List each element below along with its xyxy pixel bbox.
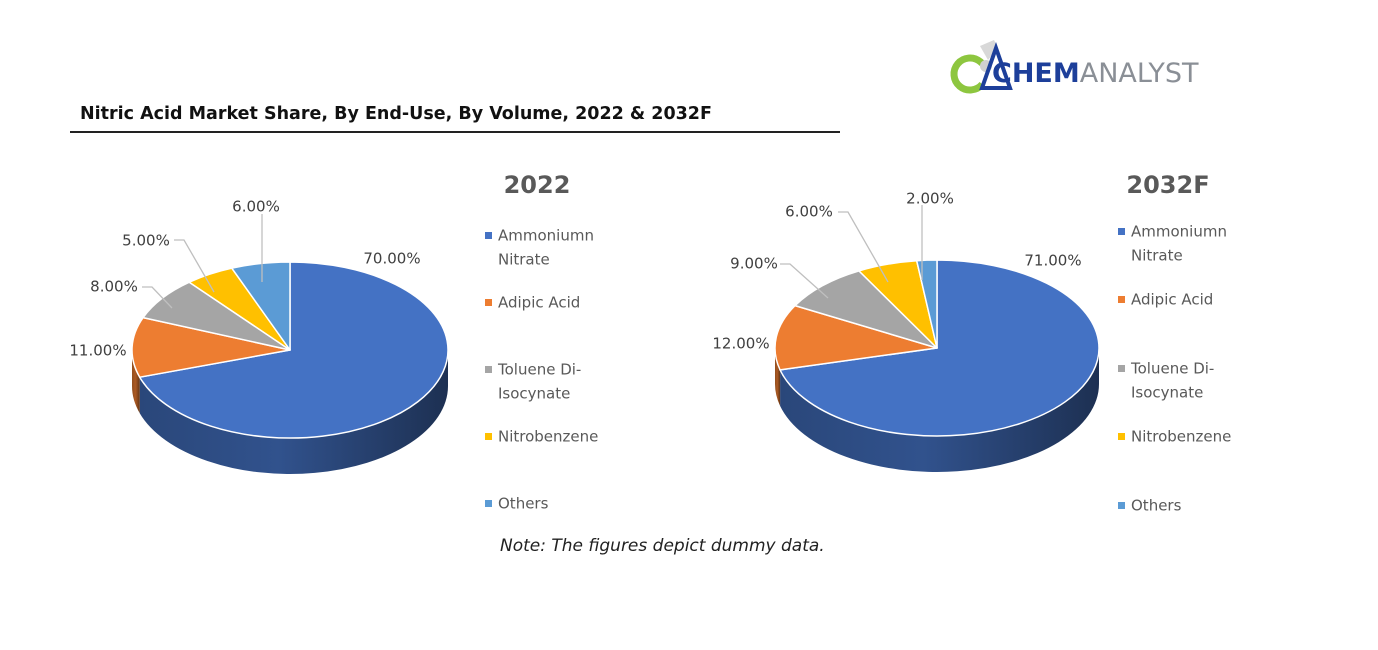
chart-title-2032F: 2032F [1126,171,1209,199]
logo-wordmark: CHEMANALYST [992,58,1198,89]
leader-line-2032F-3 [838,211,889,283]
page-title: Nitric Acid Market Share, By End-Use, By… [80,104,712,124]
data-label-2022-3: 5.00% [122,232,170,250]
data-label-2022-1: 11.00% [69,342,126,360]
legend-swatch-2022-3 [485,433,492,440]
pie-slice-2032F-0 [779,259,1100,437]
legend-label-2022-3: Nitrobenzene [498,428,598,446]
pie-slice-2032F-2 [794,270,938,349]
chemanalyst-logo [950,40,1013,94]
pie-slice-2022-4 [231,261,291,351]
data-label-2032F-4: 2.00% [906,190,954,208]
data-label-2022-2: 8.00% [90,278,138,296]
legend-label-2022-0: Ammoniumn [498,227,594,245]
legend-swatch-2022-2 [485,366,492,373]
pie-chart-2022: 2022 70.00% 11.00% 8.00% 5.00% 6.00% Ammoniumn… [69,171,598,513]
logo-text-analyst: ANALYST [1079,58,1199,89]
leader-line-2022-3 [174,239,215,293]
legend-swatch-2032F-0 [1118,228,1125,235]
data-label-2022-4: 6.00% [232,198,280,216]
legend-swatch-2032F-3 [1118,433,1125,440]
data-label-2032F-3: 6.00% [785,203,833,221]
legend-swatch-2032F-1 [1118,296,1125,303]
legend-label-2032F-3: Nitrobenzene [1131,428,1231,446]
data-label-2022-0: 70.00% [363,250,420,268]
logo-text-chem: CHEM [992,58,1080,89]
chart-title-2022: 2022 [504,171,571,199]
pie-side-2022-0 [139,350,448,475]
legend-label-2022-0: Nitrate [498,251,550,269]
legend-swatch-2022-0 [485,232,492,239]
legend-label-2032F-0: Nitrate [1131,247,1183,265]
legend-label-2022-4: Others [498,495,549,513]
pie-slice-2022-0 [138,261,449,439]
legend-swatch-2032F-2 [1118,365,1125,372]
legend-label-2032F-2: Toluene Di- [1130,360,1214,378]
legend-swatch-2022-1 [485,299,492,306]
pie-slice-2032F-1 [774,304,938,371]
leader-line-2022-2 [142,286,173,309]
data-label-2032F-2: 9.00% [730,255,778,273]
legend-label-2032F-0: Ammoniumn [1131,223,1227,241]
footnote: Note: The figures depict dummy data. [500,536,825,556]
legend-label-2022-2: Isocynate [498,385,570,403]
pie-slice-2032F-4 [915,259,938,349]
legend-swatch-2032F-4 [1118,502,1125,509]
legend-label-2022-2: Toluene Di- [497,361,581,379]
data-label-2032F-1: 12.00% [712,335,769,353]
legend-label-2032F-4: Others [1131,497,1182,515]
legend-label-2032F-2: Isocynate [1131,384,1203,402]
pie-chart-2032F: 2032F 71.00% 12.00% 9.00% 6.00% 2.00% Ammonium… [712,171,1231,515]
legend-swatch-2022-4 [485,500,492,507]
leader-line-2032F-2 [780,263,829,299]
pie-side-2032F-0 [780,348,1099,472]
legend-label-2022-1: Adipic Acid [498,294,580,312]
data-label-2032F-0: 71.00% [1024,252,1081,270]
pie-side-2032F-1 [775,348,781,406]
title-underline [70,131,840,133]
pie-slice-2022-1 [131,316,291,378]
legend-label-2032F-1: Adipic Acid [1131,291,1213,309]
flask-icon [950,40,1013,94]
